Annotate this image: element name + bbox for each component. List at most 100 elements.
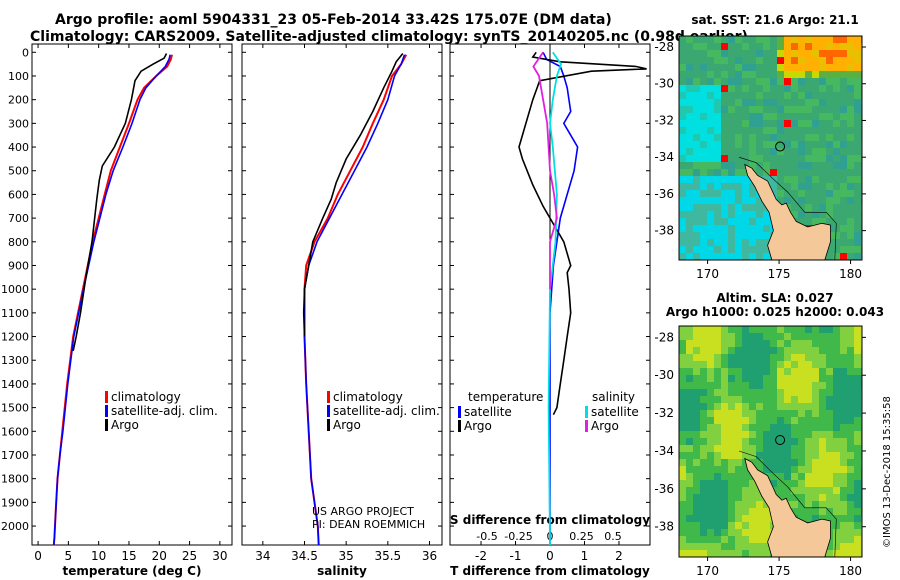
sla-map-cell: [721, 333, 728, 340]
sla-map-cell: [777, 417, 784, 424]
sst-map-cell: [693, 239, 700, 246]
sla-map-cell: [840, 375, 847, 382]
sla-map-cell: [721, 529, 728, 536]
chart-title-line1: Argo profile: aoml 5904331_23 05-Feb-201…: [55, 12, 612, 28]
sst-map-cell: [749, 155, 756, 162]
sla-map-cell: [791, 452, 798, 459]
sst-map-cell: [798, 120, 805, 127]
sla-map-cell: [847, 515, 854, 522]
sst-map-cell: [756, 239, 763, 246]
sla-map-cell: [693, 466, 700, 473]
sla-map-cell: [833, 473, 840, 480]
sst-map-cell: [749, 64, 756, 71]
sst-map-cell: [686, 218, 693, 225]
sst-map-cell: [798, 99, 805, 106]
sla-map-cell: [756, 326, 763, 333]
sst-map-cell: [777, 134, 784, 141]
sst-map-cell: [700, 99, 707, 106]
sst-map-cell: [763, 148, 770, 155]
sla-map-cell: [777, 431, 784, 438]
sla-map-cell: [749, 424, 756, 431]
sla-map-cell: [812, 515, 819, 522]
sla-map-cell: [728, 368, 735, 375]
sla-map-cell: [721, 375, 728, 382]
sst-map-cell: [812, 113, 819, 120]
sla-map-cell: [784, 354, 791, 361]
sla-map-cell: [777, 452, 784, 459]
sla-map-cell: [805, 438, 812, 445]
sst-map-cell: [770, 50, 777, 57]
sst-map-cell: [826, 183, 833, 190]
sla-map-cell: [679, 522, 686, 529]
sst-map-cell: [735, 239, 742, 246]
sst-map-cell: [833, 197, 840, 204]
sst-map-cell: [770, 85, 777, 92]
sla-map-cell: [693, 354, 700, 361]
sla-map-cell: [686, 487, 693, 494]
sla-map-cell: [728, 396, 735, 403]
sla-map-cell: [777, 466, 784, 473]
sst-map-cell: [826, 246, 833, 253]
sla-map-cell: [798, 494, 805, 501]
sla-map-cell: [714, 396, 721, 403]
sla-map-cell: [847, 536, 854, 543]
sst-map-cell: [693, 134, 700, 141]
sla-map-cell: [707, 494, 714, 501]
sst-map-cell: [798, 183, 805, 190]
sst-map-cell: [763, 43, 770, 50]
sla-map-cell: [826, 396, 833, 403]
sla-map-cell: [798, 326, 805, 333]
sla-map-cell: [679, 473, 686, 480]
sst-map-cell: [798, 218, 805, 225]
sla-map-cell: [840, 501, 847, 508]
sst-map-cell: [826, 204, 833, 211]
sst-map-cell: [728, 71, 735, 78]
sla-map-cell: [693, 529, 700, 536]
sst-map-cell: [721, 169, 728, 176]
sal-satellite-line: [303, 54, 406, 546]
sla-map-cell: [777, 326, 784, 333]
sst-map-cell: [735, 36, 742, 43]
sst-map-cell: [791, 169, 798, 176]
sla-map-cell: [763, 410, 770, 417]
sla-map-cell: [700, 375, 707, 382]
temp-satellite-line: [53, 54, 171, 546]
y-tick-label: 1200: [1, 331, 29, 344]
sla-map-cell: [728, 375, 735, 382]
sla-map-cell: [700, 333, 707, 340]
sla-map-cell: [812, 424, 819, 431]
sst-map-cell: [693, 71, 700, 78]
sla-map-cell: [777, 382, 784, 389]
sla-map-cell: [812, 445, 819, 452]
sla-map-cell: [840, 354, 847, 361]
sst-map-cell: [798, 50, 805, 57]
sst-map-cell: [756, 211, 763, 218]
sst-map-cell: [847, 57, 854, 64]
sst-map-cell: [707, 71, 714, 78]
sla-map-cell: [833, 396, 840, 403]
sla-map-cell: [679, 445, 686, 452]
sla-map-cell: [784, 361, 791, 368]
diff-xlabel: T difference from climatology: [450, 564, 650, 578]
sst-map-cell: [728, 85, 735, 92]
sla-map-cell: [742, 445, 749, 452]
sla-map-cell: [686, 480, 693, 487]
sla-map-cell: [798, 466, 805, 473]
sla-map-cell: [798, 396, 805, 403]
sla-map-cell: [847, 403, 854, 410]
sst-map-cell: [714, 239, 721, 246]
sla-map-cell: [805, 340, 812, 347]
sla-map-cell: [847, 354, 854, 361]
sla-map-cell: [798, 445, 805, 452]
sla-map-cell: [693, 326, 700, 333]
sst-map-cell: [714, 162, 721, 169]
sla-map-cell: [693, 536, 700, 543]
sla-map-xtick-label: 170: [696, 564, 719, 578]
sla-map-cell: [707, 508, 714, 515]
sla-map-cell: [721, 480, 728, 487]
sla-map-cell: [714, 550, 721, 557]
sst-map-cell: [742, 218, 749, 225]
sla-map-cell: [728, 354, 735, 361]
sla-map-cell: [819, 403, 826, 410]
sla-map-cell: [784, 389, 791, 396]
